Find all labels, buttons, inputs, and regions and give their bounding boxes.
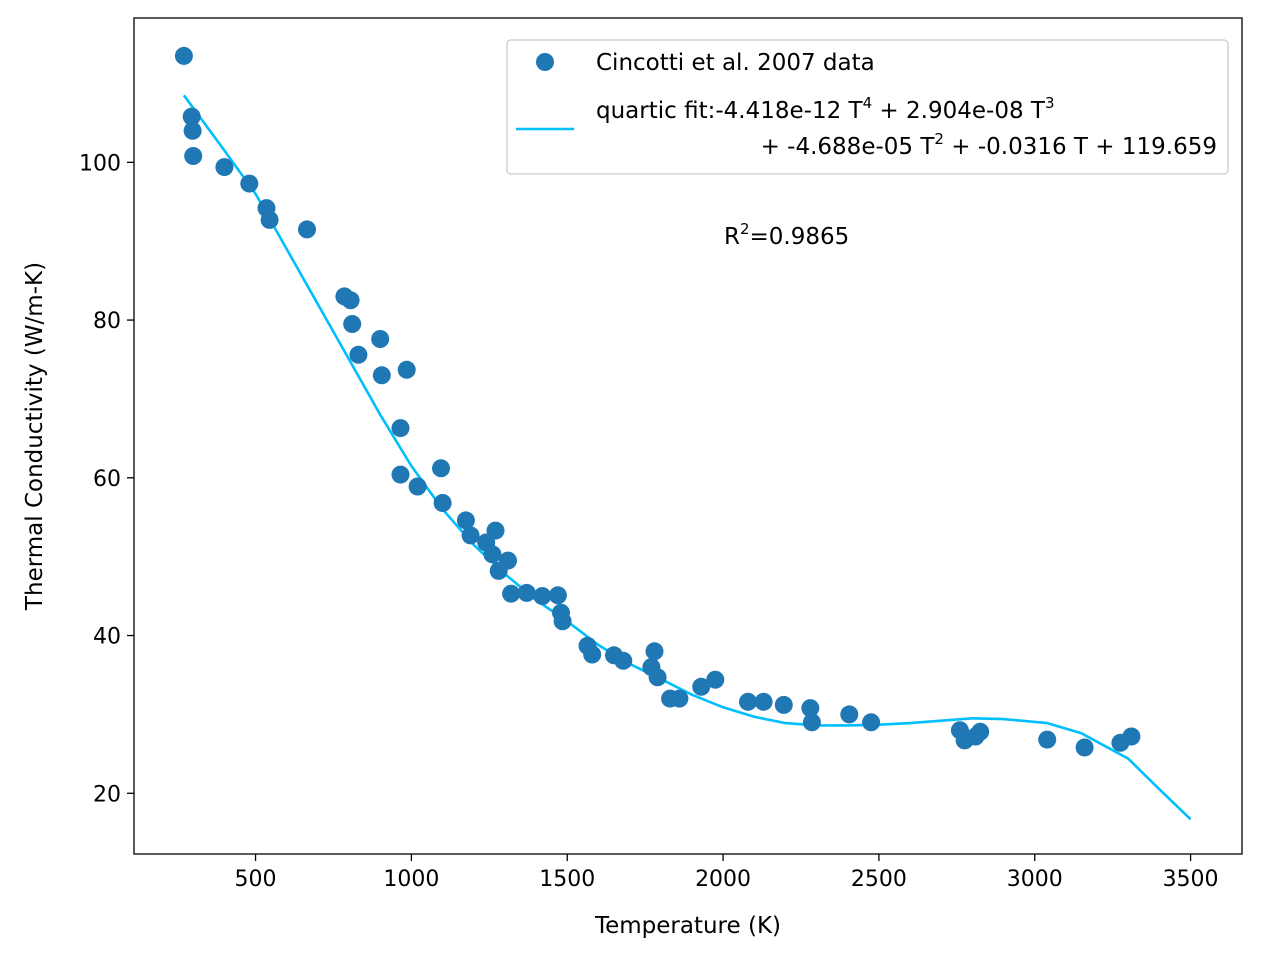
- data-point: [183, 121, 202, 140]
- data-point: [971, 722, 990, 741]
- fit-line-layer: [182, 94, 1192, 821]
- y-tick-label: 40: [93, 625, 121, 650]
- data-point: [548, 586, 567, 605]
- data-point: [648, 668, 667, 687]
- x-tick-label: 3500: [1163, 867, 1219, 892]
- x-axis-ticks: 500 1000 1500 2000 2500 3000 3500: [235, 854, 1219, 892]
- y-tick-label: 80: [93, 309, 121, 334]
- data-points-layer: [174, 46, 1141, 757]
- data-point: [432, 459, 450, 478]
- data-point: [1075, 738, 1094, 757]
- x-tick-label: 1500: [539, 867, 595, 892]
- data-point: [408, 477, 427, 496]
- data-point: [298, 220, 316, 239]
- legend-label-fit-line2: + -4.688e-05 T2 + -0.0316 T + 119.659: [761, 130, 1217, 160]
- legend-label-fit-line1: quartic fit:-4.418e-12 T4 + 2.904e-08 T3: [596, 94, 1055, 124]
- y-tick-label: 60: [93, 467, 121, 492]
- data-point: [391, 419, 410, 438]
- data-point: [341, 291, 360, 310]
- data-point: [486, 521, 505, 540]
- data-point: [614, 651, 633, 670]
- r-value: =0.9865: [750, 224, 850, 250]
- data-point: [371, 330, 390, 348]
- data-point: [397, 360, 416, 379]
- data-point: [802, 713, 821, 732]
- data-point: [670, 689, 689, 708]
- data-point: [533, 587, 552, 606]
- x-tick-label: 2000: [695, 867, 751, 892]
- fit-term-a: quartic fit:-4.418e-12 T: [596, 98, 864, 124]
- data-point: [739, 692, 757, 711]
- legend-label-data: Cincotti et al. 2007 data: [596, 50, 875, 76]
- data-point: [349, 345, 368, 364]
- x-tick-label: 2500: [851, 867, 907, 892]
- data-point: [706, 670, 725, 689]
- r-superscript: 2: [740, 220, 750, 238]
- data-point: [184, 147, 203, 165]
- y-tick-label: 20: [93, 782, 121, 807]
- data-point: [645, 642, 664, 661]
- data-point: [774, 695, 793, 714]
- fit-sup-3: 3: [1045, 94, 1055, 112]
- data-point: [754, 692, 773, 711]
- data-point: [692, 677, 711, 696]
- y-tick-label: 100: [79, 151, 121, 176]
- data-point: [862, 713, 881, 732]
- data-point: [483, 545, 502, 564]
- data-point: [260, 210, 279, 229]
- data-point: [433, 494, 452, 512]
- y-axis-label: Thermal Conductivity (W/m-K): [22, 262, 48, 611]
- fit-term-d: + -0.0316 T + 119.659: [944, 134, 1217, 160]
- x-tick-label: 3000: [1007, 867, 1063, 892]
- data-point: [174, 46, 193, 65]
- r-label: R: [724, 224, 740, 250]
- legend-box: [506, 39, 1229, 175]
- data-point: [1038, 730, 1057, 749]
- legend: Cincotti et al. 2007 data quartic fit:-4…: [506, 39, 1229, 175]
- data-point: [553, 612, 572, 631]
- fit-term-b: + 2.904e-08 T: [872, 98, 1046, 124]
- data-point: [499, 551, 517, 570]
- data-point: [517, 583, 536, 602]
- data-point: [1122, 727, 1141, 746]
- data-point: [343, 315, 362, 333]
- fit-term-c: + -4.688e-05 T: [761, 134, 936, 160]
- fit-sup-2: 2: [934, 130, 944, 148]
- data-point: [372, 366, 391, 385]
- data-point: [583, 645, 602, 664]
- data-point: [240, 174, 259, 193]
- x-tick-label: 1000: [383, 867, 439, 892]
- r-squared-annotation: R2=0.9865: [724, 220, 849, 250]
- data-point: [840, 705, 859, 724]
- x-tick-label: 500: [235, 867, 277, 892]
- y-axis-ticks: 20 40 60 80 100: [79, 151, 134, 807]
- data-point: [502, 584, 521, 603]
- legend-marker-data: [536, 53, 554, 71]
- data-point: [215, 158, 234, 177]
- data-point: [456, 511, 475, 530]
- data-point: [801, 699, 820, 718]
- data-point: [182, 107, 201, 126]
- data-point: [461, 526, 480, 545]
- data-point: [391, 465, 410, 484]
- fit-line: [182, 94, 1192, 821]
- x-axis-label: Temperature (K): [594, 913, 781, 939]
- plot-area-frame: [133, 17, 1243, 855]
- fit-sup-4: 4: [863, 94, 873, 112]
